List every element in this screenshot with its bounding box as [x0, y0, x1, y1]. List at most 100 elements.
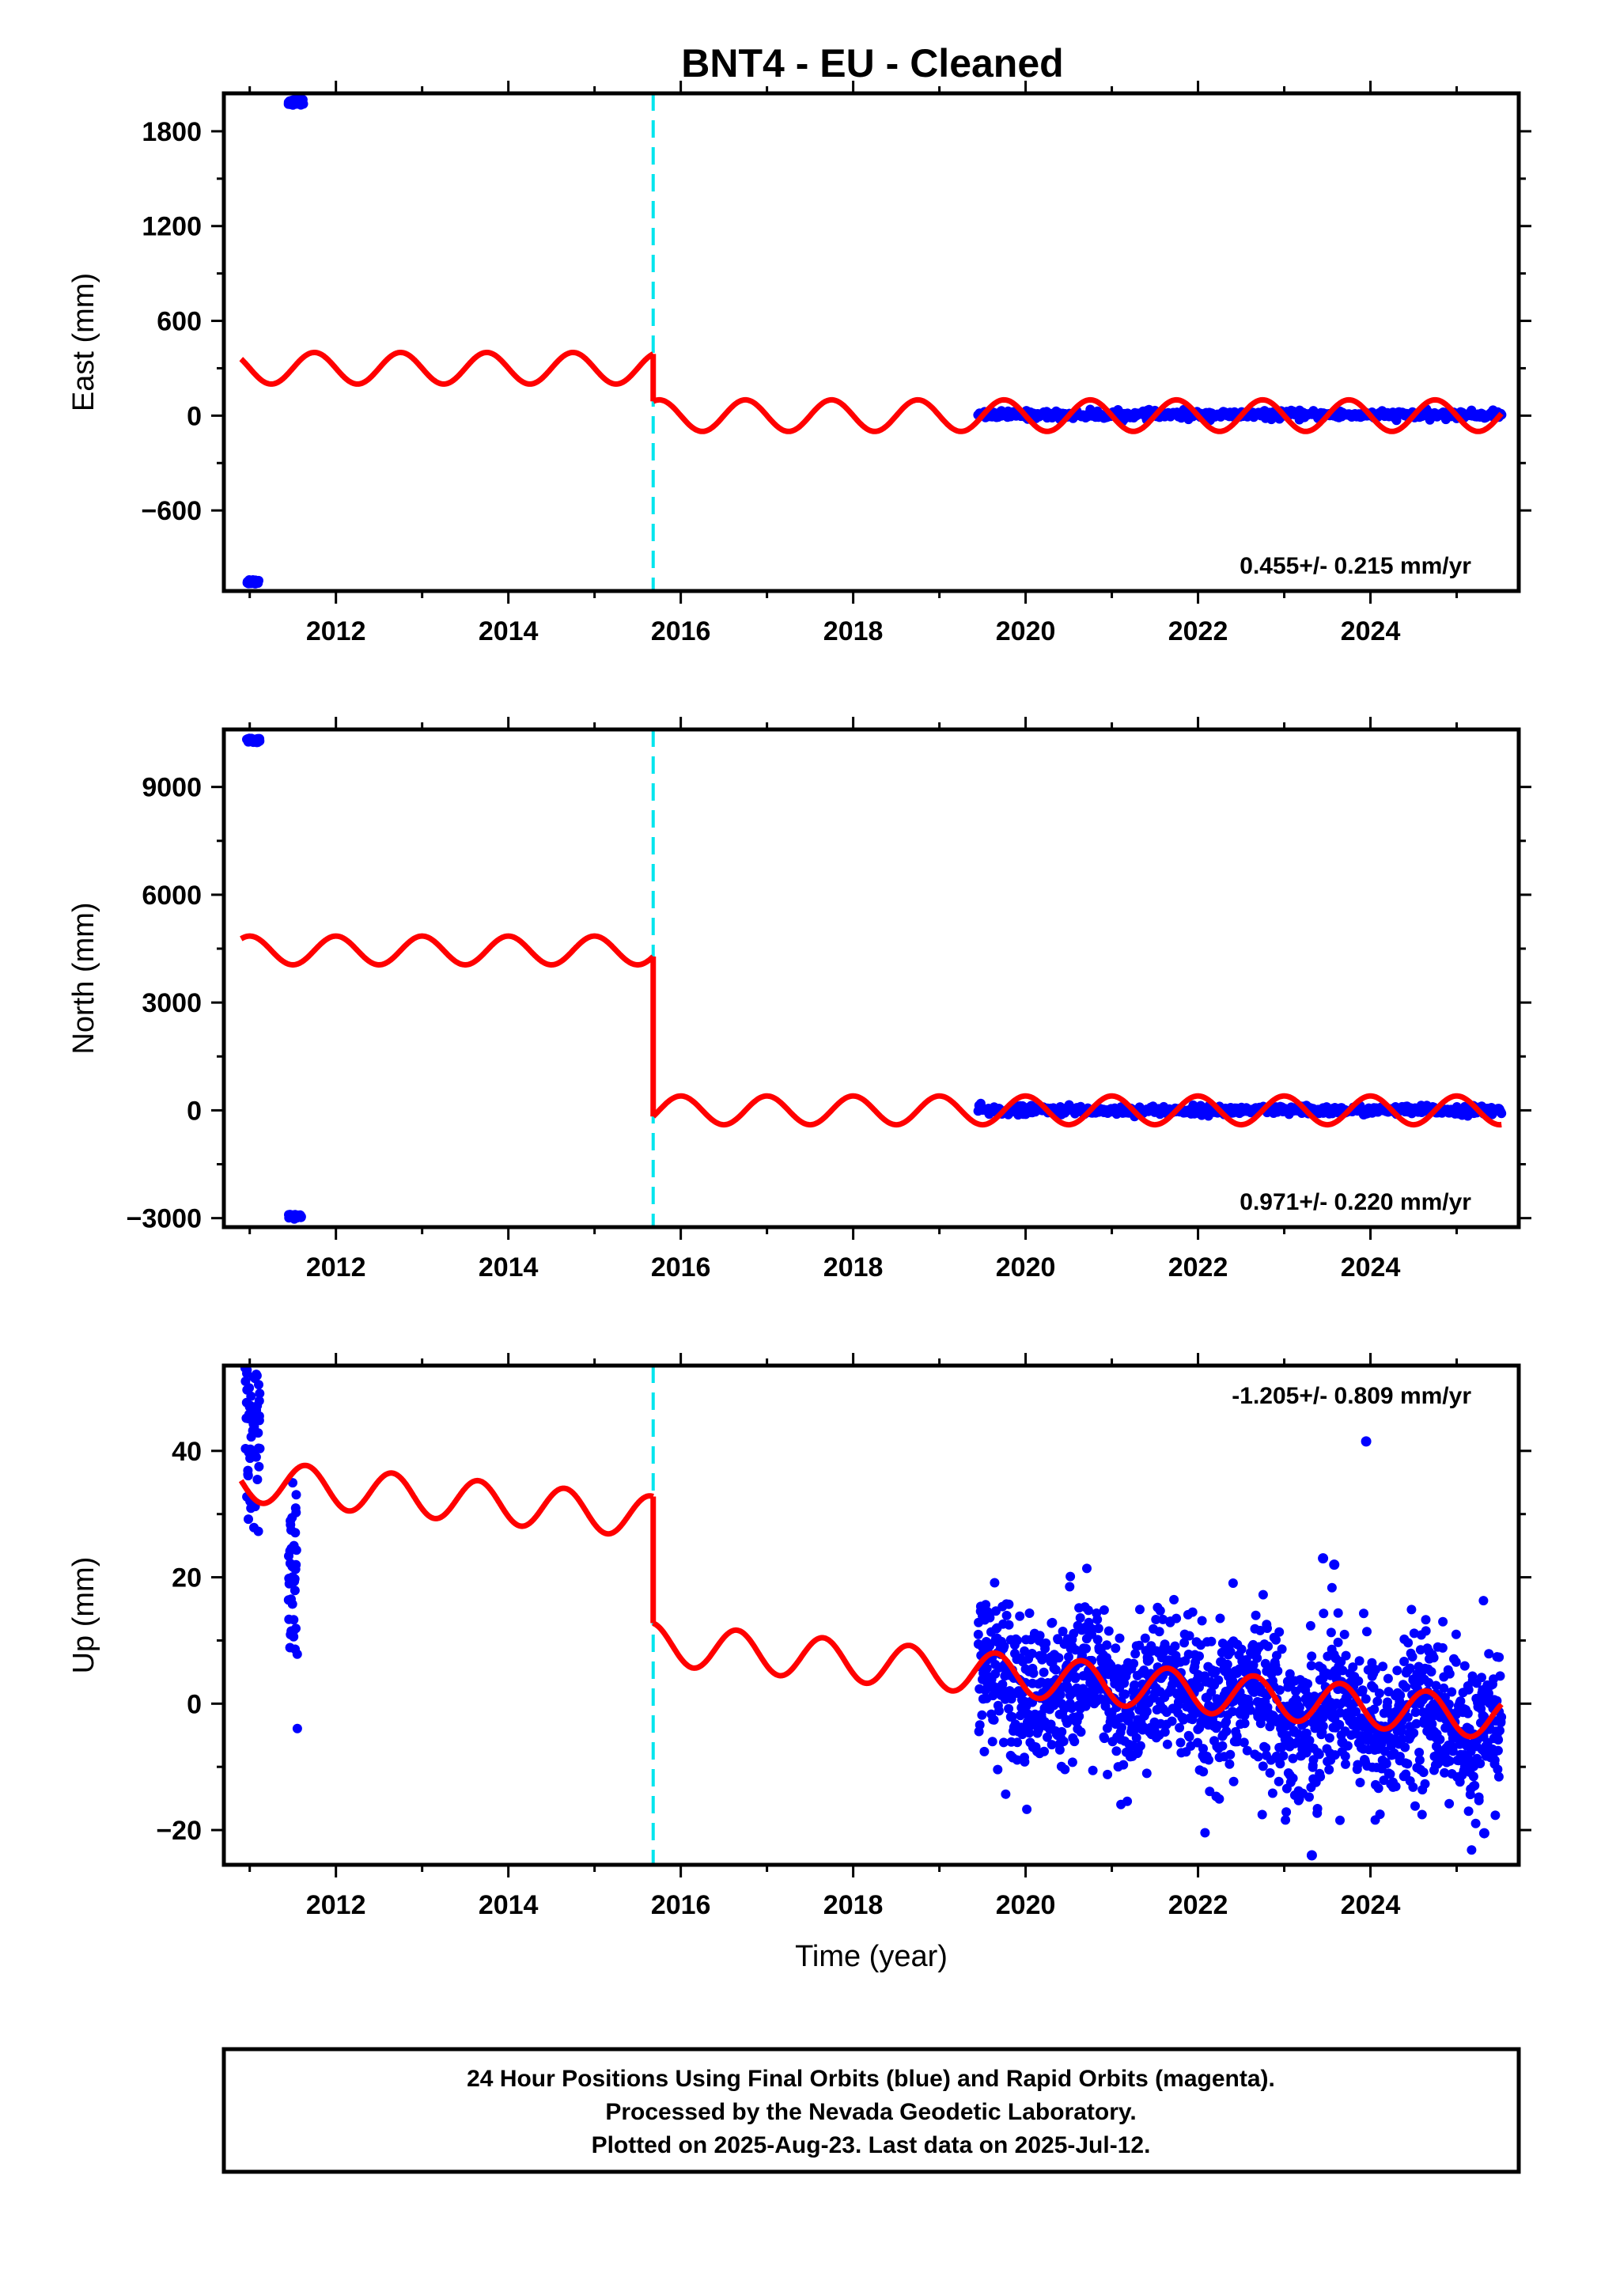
data-point [1206, 1687, 1217, 1697]
data-point [1493, 1735, 1504, 1745]
data-point [1307, 1651, 1317, 1661]
data-point [1401, 1682, 1411, 1692]
data-point [1273, 1666, 1283, 1676]
model-curve-segment-1 [239, 350, 656, 387]
data-point [1339, 1629, 1349, 1639]
data-point [292, 1649, 302, 1659]
data-point [1431, 1680, 1441, 1691]
data-point [1198, 1744, 1208, 1754]
data-point [291, 1507, 301, 1517]
data-point [1402, 1712, 1413, 1722]
data-point [290, 1528, 301, 1538]
data-point [1444, 1756, 1455, 1766]
data-point [1405, 1663, 1415, 1673]
data-point [1475, 1759, 1486, 1768]
data-point [1170, 1641, 1180, 1651]
data-point [1272, 1650, 1281, 1661]
data-point [1253, 1752, 1263, 1762]
data-point [1327, 1582, 1337, 1593]
data-point [1493, 1771, 1504, 1782]
y-tick-label: 0 [187, 1689, 202, 1719]
rate-label: -1.205+/- 0.809 mm/yr [1232, 1383, 1471, 1409]
data-point [989, 1714, 999, 1725]
data-point [1277, 1742, 1287, 1752]
data-point [985, 1612, 995, 1623]
data-point-outlier [1329, 1559, 1340, 1570]
y-axis-title: North (mm) [67, 902, 100, 1054]
x-tick-label: 2018 [823, 1890, 884, 1920]
data-point [1024, 1608, 1035, 1618]
data-point [1046, 1719, 1056, 1730]
data-point [1369, 1704, 1380, 1714]
data-point [1020, 1646, 1030, 1656]
data-point [990, 1578, 1000, 1588]
data-point [1067, 1757, 1077, 1767]
data-point [244, 1383, 255, 1393]
data-point [1381, 1759, 1391, 1769]
data-point [1141, 1707, 1152, 1717]
plot-area [238, 1366, 1507, 1865]
plot-area [239, 729, 1507, 1227]
data-point [1257, 1809, 1267, 1820]
data-point [1122, 1796, 1133, 1806]
data-point [291, 1490, 301, 1500]
data-point [1401, 1769, 1411, 1779]
data-point [1111, 1746, 1122, 1756]
data-point [1175, 1722, 1185, 1733]
data-point [1075, 1612, 1085, 1623]
data-point [1069, 1737, 1080, 1747]
model-curve-segment-2 [651, 1093, 1503, 1128]
footer-box: 24 Hour Positions Using Final Orbits (bl… [221, 2047, 1521, 2174]
data-point [1274, 1776, 1284, 1786]
data-point [1467, 1845, 1477, 1855]
data-point [292, 1723, 302, 1733]
data-point [1467, 1671, 1478, 1681]
data-point [993, 1764, 1003, 1775]
data-point [1414, 1748, 1425, 1757]
x-tick-label: 2016 [651, 616, 711, 646]
data-point [252, 1475, 263, 1484]
data-point [997, 1679, 1008, 1689]
data-point [1001, 1789, 1011, 1799]
data-point [1093, 1623, 1103, 1634]
data-point [1060, 1764, 1070, 1775]
data-point [1375, 1809, 1385, 1820]
data-point [1304, 1792, 1314, 1802]
data-point [1055, 1690, 1065, 1699]
data-point [1494, 1652, 1504, 1662]
data-point [1034, 1725, 1043, 1735]
data-point [975, 1720, 985, 1730]
data-point [1027, 1649, 1037, 1658]
y-tick-label: 1800 [142, 117, 202, 147]
model-curve-segment-1 [239, 933, 656, 968]
data-point [1135, 1605, 1145, 1615]
data-point [242, 1366, 252, 1375]
y-tick-label: 0 [187, 401, 202, 431]
model-curve-segment-2 [652, 396, 1504, 434]
data-point [1239, 1737, 1249, 1748]
data-point [1281, 1807, 1292, 1817]
data-point [1024, 1728, 1035, 1738]
data-point [1099, 1605, 1109, 1615]
x-tick-label: 2016 [651, 1890, 711, 1920]
data-point [1468, 1771, 1478, 1782]
data-point [977, 1710, 987, 1720]
data-point [1141, 1768, 1152, 1779]
data-point [1151, 1615, 1161, 1624]
data-point [1497, 1712, 1507, 1722]
data-point [1444, 1669, 1455, 1679]
footer-line-1: 24 Hour Positions Using Final Orbits (bl… [467, 2066, 1275, 2092]
data-point [1455, 1696, 1466, 1707]
data-point [255, 1443, 265, 1453]
data-point [1111, 1643, 1121, 1654]
x-tick-label: 2014 [479, 1252, 539, 1283]
data-point [1160, 1727, 1170, 1737]
data-point [1463, 1806, 1474, 1817]
data-point [1409, 1728, 1419, 1738]
data-point-outlier [1318, 1553, 1329, 1564]
y-axis: −600 0 600 1200 1800 [141, 117, 1531, 526]
data-point [1490, 1810, 1501, 1821]
data-point [1228, 1776, 1239, 1786]
data-point [243, 1465, 253, 1476]
data-point [1348, 1662, 1358, 1673]
